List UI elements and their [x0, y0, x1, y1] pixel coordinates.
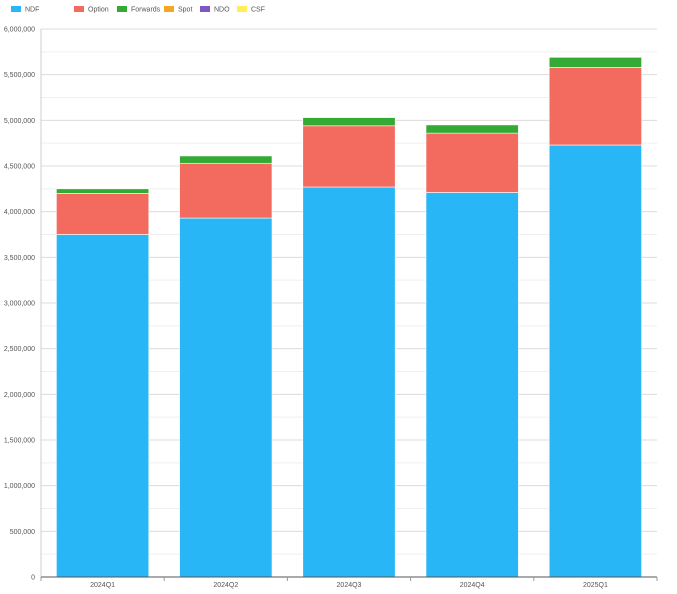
legend-swatch-option[interactable]	[74, 6, 84, 12]
legend-swatch-spot[interactable]	[164, 6, 174, 12]
y-tick-label: 6,000,000	[4, 27, 35, 34]
bar-2024q1-forwards[interactable]	[56, 188, 150, 194]
y-tick-label: 5,500,000	[4, 72, 35, 79]
bar-2024q3-ndf[interactable]	[302, 186, 396, 578]
legend-swatch-ndo[interactable]	[200, 6, 210, 12]
x-axis: 2024Q1 2024Q2 2024Q3 2024Q4 2025Q1	[40, 576, 658, 589]
x-tick-label: 2024Q3	[337, 582, 362, 589]
legend-swatch-ndf[interactable]	[11, 6, 21, 12]
legend-swatch-forwards[interactable]	[117, 6, 127, 12]
bar-2025q1-forwards[interactable]	[548, 57, 642, 68]
legend-label-spot[interactable]: Spot	[178, 7, 192, 14]
bar-2024q1-option[interactable]	[56, 193, 150, 235]
legend-label-forwards[interactable]: Forwards	[131, 7, 161, 14]
legend: NDF Option Forwards Spot NDO CSF	[11, 6, 265, 14]
bar-2024q2-option[interactable]	[179, 162, 273, 219]
legend-label-ndf[interactable]: NDF	[25, 7, 39, 14]
y-tick-label: 4,000,000	[4, 209, 35, 216]
legend-label-option[interactable]: Option	[88, 7, 109, 14]
y-tick-label: 2,500,000	[4, 346, 35, 353]
bar-2024q1-ndf[interactable]	[56, 234, 150, 578]
y-tick-label: 3,500,000	[4, 255, 35, 262]
y-tick-label: 4,500,000	[4, 164, 35, 171]
bar-2024q3-option[interactable]	[302, 125, 396, 188]
bar-2025q1-ndf[interactable]	[548, 144, 642, 578]
y-tick-label: 5,000,000	[4, 118, 35, 125]
y-tick-label: 500,000	[10, 529, 35, 536]
x-tick-label: 2024Q2	[213, 582, 238, 589]
legend-swatch-csf[interactable]	[237, 6, 247, 12]
x-tick-label: 2024Q4	[460, 582, 485, 589]
y-tick-label: 3,000,000	[4, 301, 35, 308]
y-axis: 0 500,000 1,000,000 1,500,000 2,000,000 2,500…	[4, 27, 42, 582]
bar-2024q4-forwards[interactable]	[425, 124, 519, 134]
y-tick-label: 1,000,000	[4, 483, 35, 490]
bar-2024q3-forwards[interactable]	[302, 117, 396, 127]
bar-2025q1-option[interactable]	[548, 67, 642, 146]
x-tick-label: 2025Q1	[583, 582, 608, 589]
bar-2024q4-option[interactable]	[425, 132, 519, 193]
bar-2024q4-ndf[interactable]	[425, 192, 519, 578]
y-tick-label: 1,500,000	[4, 438, 35, 445]
legend-label-csf[interactable]: CSF	[251, 7, 265, 14]
legend-label-ndo[interactable]: NDO	[214, 7, 230, 14]
bars	[56, 57, 642, 578]
bar-2024q2-forwards[interactable]	[179, 155, 273, 164]
y-tick-label: 2,000,000	[4, 392, 35, 399]
bar-2024q2-ndf[interactable]	[179, 217, 273, 578]
y-tick-label: 0	[31, 575, 35, 582]
x-tick-label: 2024Q1	[90, 582, 115, 589]
